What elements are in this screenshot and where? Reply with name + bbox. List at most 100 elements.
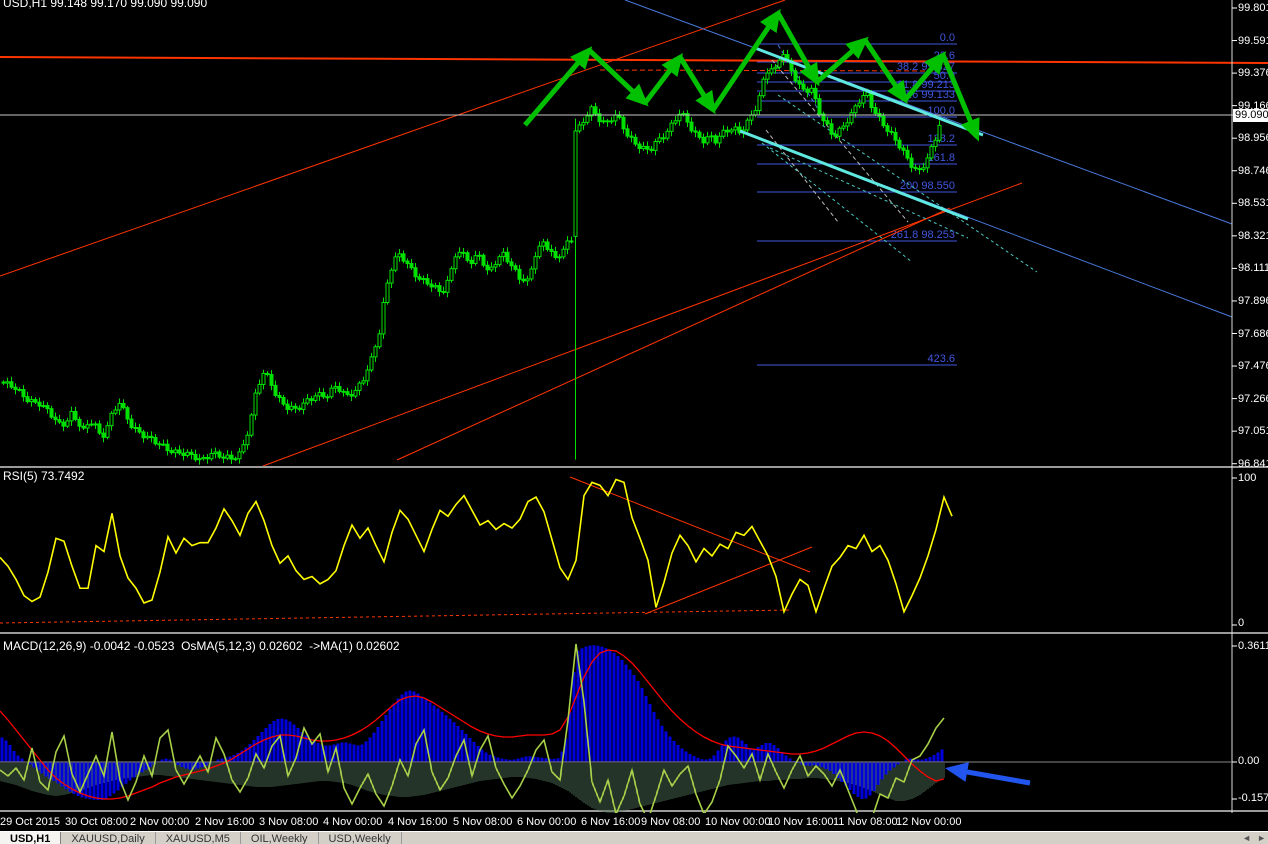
candle-body bbox=[173, 449, 178, 454]
price-axis-label: 96.841 bbox=[1238, 457, 1268, 470]
candle-body bbox=[113, 409, 118, 414]
candle-body bbox=[201, 456, 206, 460]
tab-scroll-right-icon[interactable]: ► bbox=[1257, 832, 1266, 843]
zigzag-arrow[interactable] bbox=[903, 51, 947, 102]
rsi-trend-line[interactable] bbox=[569, 476, 811, 573]
candle-body bbox=[325, 396, 330, 399]
candle-body bbox=[765, 72, 770, 80]
candle-body bbox=[753, 110, 758, 116]
candle-body bbox=[541, 241, 546, 247]
candle-body bbox=[657, 137, 662, 143]
candle-body bbox=[801, 83, 806, 90]
tab-scroll-left-icon[interactable]: ◄ bbox=[1242, 832, 1252, 843]
candle-body bbox=[161, 443, 166, 446]
chart-tab-oil-weekly[interactable]: OIL,Weekly bbox=[241, 832, 319, 844]
candle-body bbox=[73, 410, 78, 420]
trend-line[interactable] bbox=[624, 0, 1233, 225]
trend-line[interactable] bbox=[777, 94, 1038, 273]
candle-body bbox=[25, 396, 30, 403]
macd-scale-top: 0.3611 bbox=[1238, 640, 1268, 652]
candle-body bbox=[81, 425, 86, 429]
macd-annotation-arrow[interactable] bbox=[945, 762, 1031, 786]
trend-line[interactable] bbox=[262, 182, 1023, 467]
trend-line[interactable] bbox=[761, 142, 913, 263]
candle-body bbox=[485, 264, 490, 271]
candle-body bbox=[29, 399, 34, 403]
candle-body bbox=[273, 384, 278, 396]
candle-body bbox=[317, 392, 322, 397]
trend-line[interactable] bbox=[769, 147, 969, 239]
zigzag-arrow[interactable] bbox=[587, 48, 649, 107]
rsi-trend-line[interactable] bbox=[0, 609, 791, 624]
candle-body bbox=[13, 386, 18, 390]
candle-body bbox=[337, 386, 342, 392]
price-axis-label: 97.051 bbox=[1238, 425, 1268, 438]
trend-line[interactable] bbox=[765, 129, 839, 223]
zigzag-arrow[interactable] bbox=[862, 38, 908, 105]
candle-body bbox=[329, 387, 334, 398]
candle-body bbox=[97, 423, 102, 434]
candle-body bbox=[873, 107, 878, 114]
candle-body bbox=[833, 133, 838, 137]
candle-body bbox=[441, 290, 446, 293]
candle-body bbox=[397, 253, 402, 258]
time-axis-label: 30 Oct 08:00 bbox=[65, 816, 128, 828]
candle-body bbox=[237, 451, 242, 460]
candle-body bbox=[313, 395, 318, 401]
candle-body bbox=[649, 148, 654, 151]
chart-tab-usd-h1[interactable]: USD,H1 bbox=[0, 832, 62, 844]
candle-body bbox=[857, 102, 862, 107]
candle-body bbox=[77, 418, 82, 427]
trend-line[interactable] bbox=[396, 207, 951, 461]
price-axis-label: 99.376 bbox=[1238, 67, 1268, 80]
candle-body bbox=[477, 254, 482, 257]
candle-body bbox=[805, 88, 810, 93]
zigzag-arrow[interactable] bbox=[710, 8, 781, 112]
candle-body bbox=[89, 423, 94, 426]
time-axis-label: 6 Nov 16:00 bbox=[581, 816, 641, 828]
candle-body bbox=[149, 435, 154, 439]
candle-body bbox=[757, 95, 762, 112]
chart-tab-xauusd-daily[interactable]: XAUUSD,Daily bbox=[61, 832, 156, 844]
price-axis-label: 98.746 bbox=[1238, 164, 1268, 177]
candle-body bbox=[305, 398, 310, 404]
zigzag-arrow[interactable] bbox=[815, 36, 869, 84]
chart-ohlc-title: USD,H1 99.148 99.170 99.090 99.090 bbox=[3, 0, 208, 10]
price-axis-label: 97.686 bbox=[1238, 327, 1268, 340]
candle-body bbox=[525, 278, 530, 282]
chart-tab-usd-weekly[interactable]: USD,Weekly bbox=[319, 832, 402, 844]
candle-body bbox=[185, 451, 190, 457]
candle-body bbox=[49, 408, 54, 418]
candle-body bbox=[725, 129, 730, 133]
candle-body bbox=[745, 119, 750, 131]
zigzag-arrow[interactable] bbox=[940, 54, 980, 142]
candle-body bbox=[229, 454, 234, 460]
trend-line[interactable] bbox=[0, 0, 786, 277]
candle-body bbox=[277, 394, 282, 398]
rsi-trend-line[interactable] bbox=[644, 546, 813, 615]
chart-tab-xauusd-m5[interactable]: XAUUSD,M5 bbox=[156, 832, 241, 844]
candle-body bbox=[169, 450, 174, 454]
candle-body bbox=[165, 443, 170, 452]
candle-body bbox=[621, 116, 626, 130]
zigzag-arrow[interactable] bbox=[643, 53, 684, 105]
time-axis-label: 2 Nov 00:00 bbox=[130, 816, 190, 828]
candle-body bbox=[861, 95, 866, 104]
trend-line[interactable] bbox=[0, 56, 1268, 64]
candle-body bbox=[669, 122, 674, 132]
zigzag-arrow[interactable] bbox=[677, 55, 716, 115]
time-axis[interactable]: 29 Oct 2015 30 Oct 08:00 2 Nov 00:00 2 Nov … bbox=[0, 813, 1268, 831]
fib-level-label: 161.8 bbox=[927, 152, 955, 164]
candle-body bbox=[285, 403, 290, 410]
cyan-trend-line[interactable] bbox=[754, 46, 984, 137]
candle-body bbox=[653, 141, 658, 151]
zigzag-arrow[interactable] bbox=[775, 11, 820, 87]
candle-body bbox=[581, 121, 586, 126]
cyan-trend-line[interactable] bbox=[739, 129, 969, 221]
candle-body bbox=[821, 113, 826, 122]
candle-body bbox=[661, 137, 666, 140]
candle-body bbox=[585, 115, 590, 123]
zigzag-arrow[interactable] bbox=[523, 46, 593, 127]
